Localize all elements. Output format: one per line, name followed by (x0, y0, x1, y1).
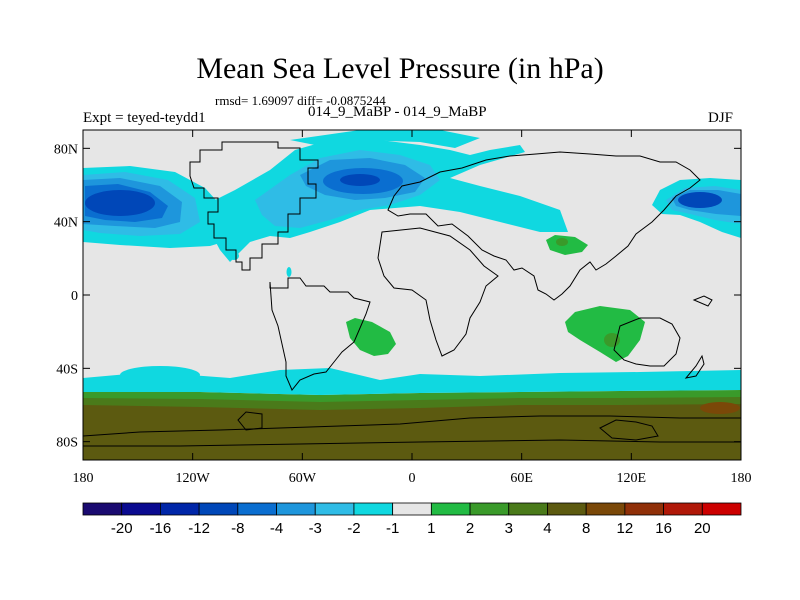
coast-new-zealand (684, 354, 705, 379)
anomaly-southern-ocean-cyan (83, 368, 741, 395)
coast-antarctic-basin (599, 419, 659, 441)
coast-australia (613, 317, 681, 367)
anomaly-indian-ocean-green (565, 306, 645, 362)
y-tick-label: 0 (71, 289, 78, 304)
x-tick-label: 180 (73, 471, 94, 486)
anomaly-tibet-darkgreen (556, 238, 568, 246)
colorbar-swatch (160, 502, 200, 516)
coastlines (83, 141, 741, 447)
colorbar-swatch (353, 502, 394, 516)
anomaly-nwpac-darkblue (678, 192, 722, 208)
coast-south-america (269, 277, 371, 391)
colorbar-swatch (508, 502, 548, 516)
anomaly-antarctic-brown (83, 404, 741, 460)
y-tick-label: 40S (56, 362, 78, 377)
colorbar-swatch (547, 502, 587, 516)
colorbar-swatch (276, 502, 316, 516)
colorbar-swatch (469, 502, 510, 516)
anomaly-tibet-green (546, 235, 588, 255)
colorbar-level-label: 2 (466, 520, 474, 537)
colorbar-swatch (701, 502, 742, 516)
colorbar-swatch (121, 502, 161, 516)
anomaly-south-atlantic-green (346, 318, 396, 356)
colorbar-level-label: -20 (111, 520, 133, 537)
colorbar-level-label: 3 (505, 520, 513, 537)
colorbar-level-label: -4 (270, 520, 283, 537)
colorbar-level-label: 20 (694, 520, 711, 537)
anomaly-south-pacific-cyan (120, 366, 200, 384)
coast-antarctic-peninsula (237, 411, 263, 431)
x-tick-label: 120W (176, 471, 211, 486)
coast-antarctica-inner (83, 439, 741, 447)
colorbar-swatch (198, 502, 239, 516)
x-tick-label: 180 (731, 471, 752, 486)
colorbar-swatch (585, 502, 626, 516)
x-axis: 180 120W 60W 0 60E 120E 180 (73, 130, 752, 486)
colorbar-swatch (663, 502, 703, 516)
coast-pacific-islands (692, 295, 713, 307)
colorbar-swatch (624, 502, 664, 516)
anomaly-natl-darkblue (340, 174, 380, 186)
colorbar-level-label: 8 (582, 520, 590, 537)
colorbar-level-label: 4 (543, 520, 551, 537)
colorbar-swatch (82, 502, 123, 516)
season-label: DJF (708, 110, 734, 126)
anomaly-npac-darkblue (85, 190, 155, 216)
colorbar-level-label: -12 (188, 520, 210, 537)
colorbar: -20 -16 -12 -8 -4 -3 -2 -1 1 2 3 4 8 12 16 20 (82, 502, 742, 537)
experiment-label: Expt = teyed-teydd1 (83, 110, 206, 126)
coast-eurasia (387, 151, 701, 301)
colorbar-swatch (392, 502, 432, 516)
colorbar-level-label: 12 (617, 520, 634, 537)
colorbar-level-label: -2 (347, 520, 360, 537)
colorbar-swatch (314, 502, 355, 516)
y-tick-label: 40N (54, 216, 78, 231)
x-tick-label: 60W (289, 471, 317, 486)
colorbar-level-label: -1 (386, 520, 399, 537)
colorbar-level-label: -16 (150, 520, 172, 537)
y-tick-label: 80N (54, 142, 78, 157)
rmsd-diff-stats: rmsd= 1.69097 diff= -0.0875244 (215, 93, 386, 108)
y-tick-label: 80S (56, 436, 78, 451)
x-tick-label: 120E (617, 471, 647, 486)
y-axis: 80N 40N 0 40S 80S (54, 142, 741, 451)
x-tick-label: 0 (409, 471, 416, 486)
anomaly-small-cyan-2 (229, 252, 239, 260)
anomaly-small-cyan (286, 267, 292, 277)
colorbar-level-label: 1 (427, 520, 435, 537)
anomaly-field (83, 130, 741, 460)
anomaly-antarctic-darkbrown (700, 402, 740, 414)
colorbar-level-label: -8 (231, 520, 244, 537)
plot-title: Mean Sea Level Pressure (in hPa) (196, 52, 604, 85)
anomaly-arctic-cyan (290, 130, 480, 148)
coast-north-america (189, 141, 319, 271)
colorbar-swatch (430, 502, 471, 516)
colorbar-level-label: -3 (309, 520, 322, 537)
coast-antarctica (83, 415, 741, 437)
colorbar-level-label: 16 (655, 520, 672, 537)
x-tick-label: 60E (510, 471, 533, 486)
coast-africa (377, 227, 499, 357)
run-comparison-label: 014_9_MaBP - 014_9_MaBP (308, 104, 487, 120)
colorbar-swatch (237, 502, 277, 516)
